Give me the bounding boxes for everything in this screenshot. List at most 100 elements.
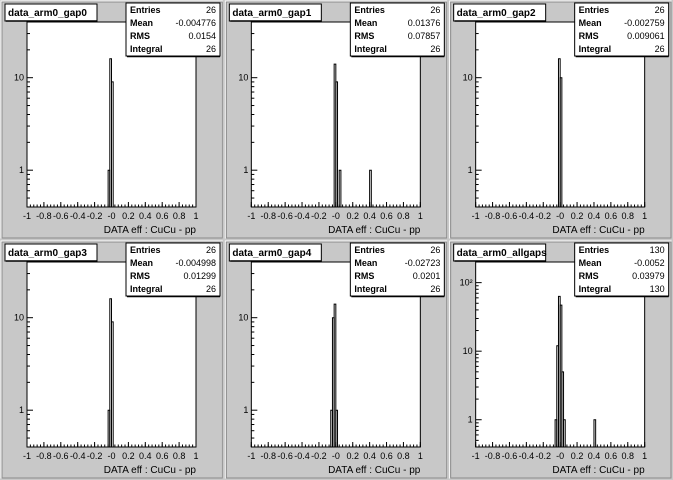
x-tick-label: -1 — [472, 211, 480, 221]
histogram-pad: -1 -0.8 -0.6 -0.4 -0.2 -0 0.2 0.4 0.6 0.8 1 1 10 DATA… — [0, 240, 223, 479]
x-tick-label: -0.8 — [36, 211, 52, 221]
stats-label: Integral — [130, 284, 163, 294]
y-tick-label: 10 — [14, 73, 24, 83]
stats-box — [349, 242, 445, 297]
histogram-bin — [111, 81, 114, 207]
stats-label: Integral — [579, 44, 612, 54]
histogram-bin — [335, 409, 339, 447]
histogram-title: data_arm0_gap1 — [232, 8, 311, 19]
x-tick-label: -0 — [107, 211, 115, 221]
histogram-title: data_arm0_allgaps — [457, 248, 547, 259]
stats-label: Mean — [130, 258, 153, 268]
histogram-bin — [335, 81, 339, 207]
y-tick-label: 1 — [468, 415, 473, 425]
stats-label: Entries — [579, 245, 610, 255]
x-tick-label: -0.2 — [536, 211, 552, 221]
stats-box — [349, 2, 445, 57]
x-tick-label: 0.2 — [346, 451, 359, 461]
stats-label: Mean — [579, 258, 602, 268]
stats-value: 26 — [430, 5, 440, 15]
x-tick-label: -1 — [23, 211, 31, 221]
stats-label: Integral — [130, 44, 163, 54]
histogram-bin — [593, 419, 597, 447]
x-axis-title: DATA eff : CuCu - pp — [328, 465, 421, 476]
x-tick-label: 0.8 — [173, 211, 186, 221]
pad-bevel-dark — [1, 1, 223, 239]
stats-label: Entries — [579, 5, 610, 15]
x-tick-label: -0 — [332, 211, 340, 221]
x-tick-label: -1 — [23, 451, 31, 461]
stats-value: -0.02723 — [405, 258, 441, 268]
x-tick-label: 0.4 — [139, 211, 152, 221]
stats-label: Integral — [354, 284, 387, 294]
histogram-pad: -1 -0.8 -0.6 -0.4 -0.2 -0 0.2 0.4 0.6 0.8 1 1 10 10² D… — [449, 240, 672, 479]
stats-value: -0.004998 — [175, 258, 216, 268]
x-tick-label: -0 — [332, 451, 340, 461]
x-tick-label: 0.4 — [139, 451, 152, 461]
stats-value: 0.0201 — [413, 271, 441, 281]
x-tick-label: -0.2 — [87, 211, 103, 221]
x-tick-label: -0 — [556, 211, 564, 221]
stats-value: 0.01299 — [183, 271, 216, 281]
stats-value: 130 — [650, 284, 665, 294]
stats-value: 26 — [430, 245, 440, 255]
x-tick-label: 1 — [642, 211, 647, 221]
stats-value: 0.01376 — [408, 18, 441, 28]
x-tick-label: -0.4 — [294, 211, 310, 221]
y-tick-label: 10 — [463, 73, 473, 83]
x-tick-label: -0.8 — [485, 451, 501, 461]
stats-value: -0.004776 — [175, 18, 216, 28]
x-tick-label: -1 — [247, 451, 255, 461]
x-tick-label: 0.6 — [605, 451, 618, 461]
x-tick-label: -0.4 — [294, 451, 310, 461]
x-tick-label: 0.2 — [571, 211, 584, 221]
x-tick-label: 0.6 — [156, 451, 169, 461]
histogram-bin — [111, 321, 114, 447]
y-tick-label: 1 — [243, 165, 248, 175]
x-tick-label: -0.6 — [502, 211, 518, 221]
x-tick-label: -0.4 — [519, 211, 535, 221]
x-tick-label: 0.4 — [363, 211, 376, 221]
x-tick-label: -0.4 — [70, 211, 86, 221]
histogram-title: data_arm0_gap2 — [457, 8, 536, 19]
stats-label: RMS — [354, 31, 374, 41]
stats-box — [125, 242, 221, 297]
stats-label: Entries — [130, 245, 161, 255]
x-tick-label: -1 — [472, 451, 480, 461]
stats-label: Mean — [579, 18, 602, 28]
histogram-pad: -1 -0.8 -0.6 -0.4 -0.2 -0 0.2 0.4 0.6 0.8 1 1 10 DATA… — [0, 0, 223, 239]
x-tick-label: 0.6 — [380, 451, 393, 461]
pad-bevel-dark — [450, 241, 672, 479]
histogram-title: data_arm0_gap0 — [8, 8, 87, 19]
x-tick-label: 0.8 — [397, 211, 410, 221]
stats-label: Entries — [354, 5, 385, 15]
x-tick-label: -0.2 — [87, 451, 103, 461]
x-tick-label: 0.4 — [588, 451, 601, 461]
stats-label: Integral — [354, 44, 387, 54]
x-axis-title: DATA eff : CuCu - pp — [552, 225, 645, 236]
stats-label: RMS — [130, 31, 150, 41]
histogram-bin — [333, 303, 337, 447]
y-tick-label: 1 — [19, 165, 24, 175]
x-tick-label: -0.6 — [502, 451, 518, 461]
stats-value: 26 — [206, 245, 216, 255]
pad-bevel-dark — [1, 241, 223, 479]
x-tick-label: -0.8 — [485, 211, 501, 221]
stats-label: Mean — [354, 18, 377, 28]
x-axis-title: DATA eff : CuCu - pp — [104, 465, 197, 476]
y-tick-label: 10 — [463, 346, 473, 356]
stats-value: 26 — [206, 5, 216, 15]
stats-value: 26 — [206, 44, 216, 54]
y-tick-label: 1 — [468, 165, 473, 175]
y-tick-label: 10² — [460, 278, 473, 288]
x-tick-label: -0.8 — [260, 211, 276, 221]
pad-bevel-dark — [225, 241, 448, 479]
histogram-bin — [338, 169, 342, 207]
y-tick-label: 10 — [238, 73, 248, 83]
stats-value: 0.07857 — [408, 31, 441, 41]
x-tick-label: -0.8 — [260, 451, 276, 461]
stats-label: Mean — [130, 18, 153, 28]
stats-label: RMS — [579, 271, 599, 281]
x-tick-label: -0.6 — [277, 211, 293, 221]
stats-box — [574, 242, 670, 297]
